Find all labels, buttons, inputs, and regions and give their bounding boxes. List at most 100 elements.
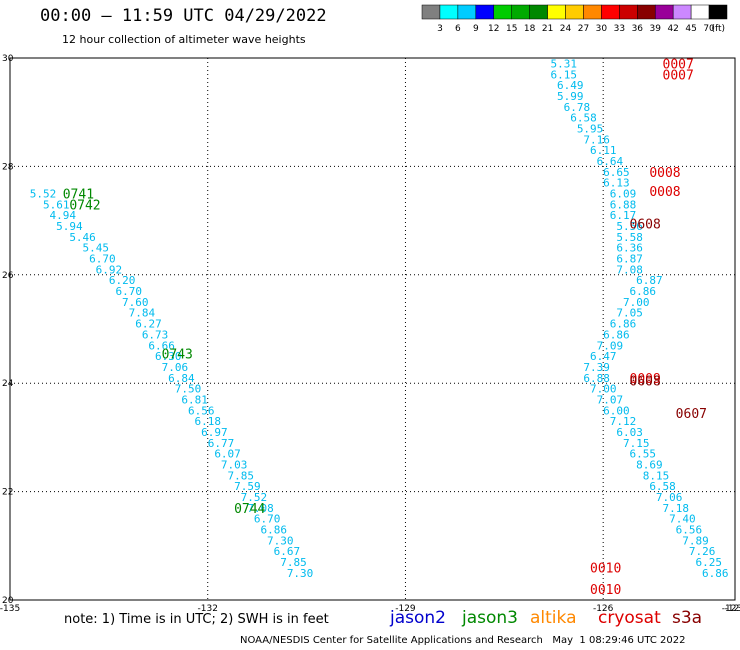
colorbar-swatch: [637, 4, 656, 20]
colorbar-swatch: [475, 4, 495, 20]
chart-subtitle: 12 hour collection of altimeter wave hei…: [62, 33, 306, 46]
swh-value: 6.86: [610, 318, 637, 331]
y-tick-label: 20: [2, 596, 14, 606]
swh-value: 6.56: [188, 404, 215, 417]
track-time-labels: 0741074207430744000700070008000806080009…: [63, 57, 707, 598]
colorbar-label: 39: [650, 24, 662, 34]
swh-value: 6.87: [616, 253, 643, 266]
colorbar-swatch: [529, 4, 548, 20]
track-time-label: 0007: [663, 57, 694, 72]
swh-value: 5.45: [83, 242, 110, 255]
swh-value: 6.92: [96, 263, 123, 276]
x-tick-label: -132: [198, 604, 218, 614]
swh-value: 7.03: [221, 459, 248, 472]
swh-value: 5.94: [56, 220, 83, 233]
swh-value: 6.58: [649, 480, 676, 493]
track-time-label: 0008: [649, 166, 680, 181]
colorbar-swatch: [421, 4, 441, 20]
swh-value: 7.50: [175, 383, 202, 396]
y-tick-label: 24: [2, 379, 14, 389]
swh-value: 7.89: [682, 534, 709, 547]
swh-value: 7.06: [656, 491, 683, 504]
swh-value: 6.25: [695, 556, 722, 569]
swh-value: 6.88: [610, 198, 637, 211]
x-tick-label: -126: [593, 604, 614, 614]
track-time-label: 0007: [663, 68, 694, 83]
swh-value: 8.15: [643, 469, 670, 482]
swh-value: 7.16: [583, 133, 610, 146]
colorbar-label: 12: [488, 24, 499, 34]
swh-value: 6.77: [208, 437, 235, 450]
swh-value: 7.30: [287, 567, 314, 580]
x-tick-label: -123: [722, 604, 740, 614]
swh-value: 6.13: [603, 177, 630, 190]
swh-value: 5.52: [30, 188, 57, 201]
swh-value: 6.58: [570, 112, 597, 125]
swh-value: 6.70: [115, 285, 142, 298]
colorbar-unit: (ft): [711, 24, 725, 34]
swh-value: 7.85: [228, 469, 255, 482]
swh-points: 5.525.614.945.945.465.456.706.926.206.70…: [30, 57, 729, 579]
x-tick-label: -129: [395, 604, 416, 614]
colorbar-label: 21: [542, 24, 553, 34]
swh-value: 6.27: [135, 318, 162, 331]
swh-value: 7.12: [610, 415, 637, 428]
track-time-label: 0010: [590, 561, 621, 576]
swh-value: 6.65: [603, 166, 630, 179]
swh-value: 5.95: [577, 122, 604, 135]
swh-value: 6.20: [109, 274, 136, 287]
y-tick-label: 26: [2, 271, 14, 281]
swh-value: 5.58: [616, 231, 643, 244]
colorbar-label: 42: [667, 24, 678, 34]
colorbar-label: 70: [703, 24, 715, 34]
sat-label-altika: altika: [530, 608, 577, 628]
swh-value: 6.67: [274, 545, 301, 558]
swh-value: 6.87: [636, 274, 663, 287]
swh-value: 6.86: [702, 567, 729, 580]
track-time-label: 0608: [630, 217, 661, 232]
swh-value: 7.52: [241, 491, 268, 504]
swh-value: 7.26: [689, 545, 716, 558]
swh-value: 6.18: [195, 415, 222, 428]
swh-value: 7.09: [597, 339, 624, 352]
swh-value: 6.09: [610, 188, 637, 201]
swh-value: 6.00: [603, 404, 630, 417]
colorbar-swatch: [565, 4, 584, 20]
footer-note: note: 1) Time is in UTC; 2) SWH is in fe…: [64, 612, 329, 627]
colorbar-label: 36: [632, 24, 644, 34]
swh-value: 6.11: [590, 144, 617, 157]
swh-value: 7.15: [623, 437, 650, 450]
swh-value: 6.97: [201, 426, 228, 439]
swh-value: 6.15: [550, 68, 577, 81]
track-time-label: 0742: [69, 198, 100, 213]
track-time-label: 0608: [630, 374, 661, 389]
track-time-label: 0741: [63, 188, 94, 203]
track-time-label: 0010: [590, 583, 621, 598]
sat-label-s3a: s3a: [672, 608, 703, 628]
colorbar-swatch: [583, 4, 602, 20]
colorbar-swatch: [708, 4, 728, 20]
colorbar-label: 9: [473, 24, 479, 34]
colorbar-label: 33: [614, 24, 625, 34]
swh-value: 6.56: [676, 524, 703, 537]
chart-title: 00:00 – 11:59 UTC 04/29/2022: [40, 6, 327, 26]
track-time-label: 0008: [649, 185, 680, 200]
track-time-label: 0744: [234, 502, 265, 517]
swh-value: 6.86: [630, 285, 657, 298]
swh-value: 6.70: [254, 513, 281, 526]
swh-value: 6.07: [214, 448, 241, 461]
swh-value: 5.56: [616, 220, 643, 233]
swh-value: 7.85: [280, 556, 307, 569]
swh-value: 5.61: [43, 198, 70, 211]
sat-label-jason3: jason3: [462, 608, 518, 628]
colorbar-swatch: [619, 4, 638, 20]
swh-value: 7.18: [663, 502, 690, 515]
swh-value: 7.39: [583, 361, 610, 374]
swh-value: 7.05: [616, 307, 643, 320]
colorbar-label: 45: [685, 24, 696, 34]
colorbar-swatch: [690, 4, 710, 20]
colorbar-label: 15: [506, 24, 517, 34]
colorbar-label: 3: [437, 24, 443, 34]
y-tick-label: 22: [2, 488, 13, 498]
